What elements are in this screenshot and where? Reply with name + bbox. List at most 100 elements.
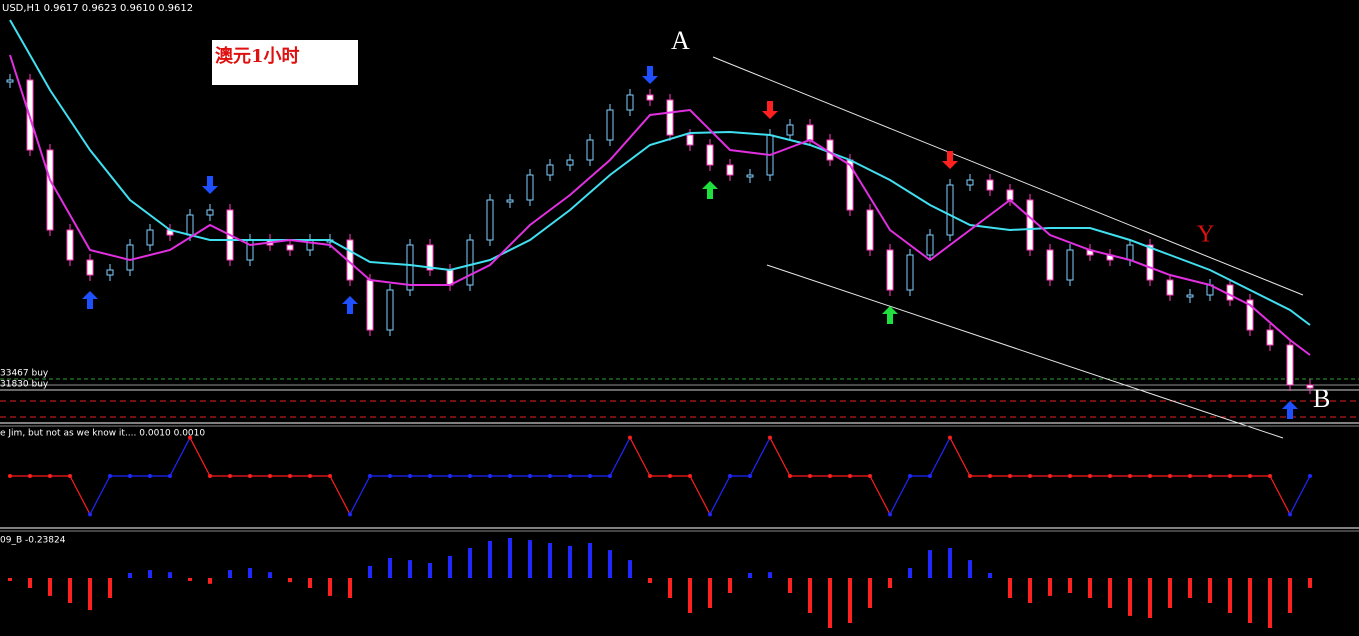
step-point [448,474,452,478]
marks [6,19,1314,628]
candle [1186,294,1194,298]
step-point [648,474,652,478]
histogram-bar [1068,578,1072,593]
candle [986,179,994,191]
step-point [28,474,32,478]
histogram-bar [588,543,592,578]
candle [826,139,834,161]
step-segment [69,475,91,515]
step-point [908,474,912,478]
signal-arrow [762,101,778,119]
histogram-bar [708,578,712,608]
symbol-info: USD,H1 0.9617 0.9623 0.9610 0.9612 [2,3,193,14]
step-point [968,474,972,478]
step-point [848,474,852,478]
candle [666,99,674,136]
histogram-bar [1148,578,1152,618]
candle [1006,189,1014,201]
histogram-bar [748,573,752,578]
histogram-bar [348,578,352,598]
candle [686,134,694,146]
step-point [388,474,392,478]
candle [366,279,374,331]
order-label: 33467 buy [0,369,49,379]
step-point [48,474,52,478]
histogram-bar [728,578,732,593]
candle [206,209,214,216]
candle [486,199,494,241]
step-point [708,512,712,517]
candle [1126,244,1134,261]
step-point [428,474,432,478]
candle [786,124,794,136]
step-point [1148,474,1152,478]
note-box [212,40,358,85]
moving-average [9,19,1311,326]
signal-arrow [82,291,98,309]
step-point [408,474,412,478]
signal-arrow [202,176,218,194]
histogram-bar [828,578,832,628]
step-point [308,474,312,478]
step-segment [169,437,191,477]
step-point [568,474,572,478]
histogram-bar [948,548,952,578]
histogram-bar [28,578,32,588]
step-segment [709,475,731,515]
histogram-bar [1008,578,1012,598]
candle [526,174,534,201]
step-segment [349,475,371,515]
histogram-bar [1248,578,1252,623]
histogram-bar [1048,578,1052,596]
histogram-bar [1288,578,1292,613]
signal-arrow [1282,401,1298,419]
step-point [948,435,952,440]
candle [106,269,114,276]
step-point [1228,474,1232,478]
step-point [1268,474,1272,478]
candle [866,209,874,251]
step-point [188,435,192,440]
step-point [1128,474,1132,478]
histogram-bar [168,572,172,578]
step-point [728,474,732,478]
step-point [668,474,672,478]
histogram-bar [428,563,432,578]
step-segment [949,437,971,477]
step-point [748,474,752,478]
step-point [88,512,92,517]
histogram-bar [308,578,312,588]
candle [646,94,654,101]
step-point [68,474,72,478]
step-segment [329,475,351,515]
trend-line [712,56,1304,296]
candle [746,174,754,178]
histogram-bar [608,550,612,578]
candle [1286,344,1294,386]
point-label: A [671,26,690,55]
candle [1026,199,1034,251]
candle [406,244,414,291]
step-point [788,474,792,478]
histogram-bar [1208,578,1212,603]
candle [906,254,914,291]
candle [1306,384,1314,389]
step-point [608,474,612,478]
step-segment [749,437,771,477]
step-segment [609,437,631,477]
step-point [268,474,272,478]
candle [806,124,814,141]
candle [126,244,134,271]
histogram-bar [1308,578,1312,588]
histogram-bar [1228,578,1232,613]
step-point [168,474,172,478]
step-segment [689,475,711,515]
histogram-bar [668,578,672,598]
step-point [868,474,872,478]
candle [46,149,54,231]
histogram-bar [188,578,192,581]
step-point [1288,512,1292,517]
histogram-bar [488,540,492,578]
